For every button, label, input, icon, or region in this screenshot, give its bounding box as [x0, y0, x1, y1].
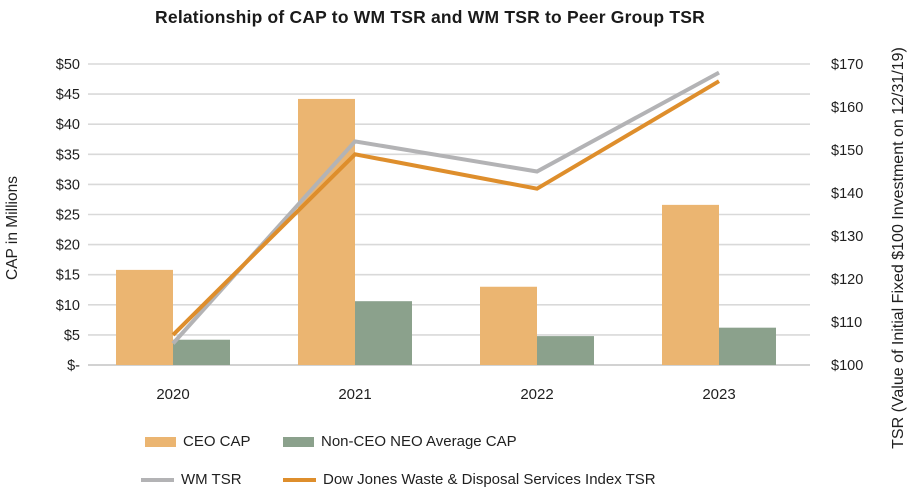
left-axis-tick-label: $50 [56, 57, 80, 73]
bar-ceo-cap-2022 [480, 286, 537, 365]
left-axis-tick-label: $35 [56, 147, 80, 163]
line-wm-tsr [171, 70, 720, 345]
left-axis-tick-label: $- [67, 358, 80, 374]
legend-item-peer-tsr: Dow Jones Waste & Disposal Services Inde… [283, 471, 656, 488]
legend-item-wm-tsr: WM TSR [141, 471, 242, 488]
left-axis-tick-label: $45 [56, 87, 80, 103]
legend-label-ceo-cap: CEO CAP [183, 433, 251, 450]
ceo-cap-swatch-icon [145, 436, 176, 447]
wm-tsr-line-swatch-icon [141, 477, 174, 482]
bar-non-ceo-cap-2023 [719, 327, 776, 365]
non-ceo-cap-swatch-icon [283, 436, 314, 447]
legend-label-peer-tsr: Dow Jones Waste & Disposal Services Inde… [323, 471, 656, 488]
bar-ceo-cap-2021 [298, 98, 355, 365]
legend-item-non-ceo-cap: Non-CEO NEO Average CAP [283, 433, 517, 450]
right-axis-tick-label: $110 [831, 315, 862, 331]
chart-title: Relationship of CAP to WM TSR and WM TSR… [155, 7, 705, 27]
legend-label-non-ceo-cap: Non-CEO NEO Average CAP [321, 433, 517, 450]
x-axis-label-2023: 2023 [702, 386, 735, 403]
peer-tsr-line-swatch-icon [283, 477, 316, 482]
bar-non-ceo-cap-2021 [355, 301, 412, 365]
line-peer-group-tsr [171, 79, 721, 337]
right-axis-tick-label: $150 [831, 143, 863, 159]
x-axis-label-2020: 2020 [156, 386, 189, 403]
bar-ceo-cap-2023 [662, 204, 719, 365]
right-axis-tick-label: $170 [831, 57, 863, 73]
x-axis-label-2021: 2021 [338, 386, 371, 403]
left-axis-tick-label: $40 [56, 117, 80, 133]
left-axis-tick-label: $25 [56, 208, 80, 224]
left-axis-tick-label: $5 [64, 328, 80, 344]
bar-non-ceo-cap-2020 [173, 339, 230, 365]
right-axis-tick-label: $100 [831, 358, 863, 374]
left-axis-tick-label: $10 [56, 298, 80, 314]
bar-non-ceo-cap-2022 [537, 336, 594, 365]
right-axis-tick-label: $160 [831, 100, 863, 116]
right-axis-tick-label: $120 [831, 272, 863, 288]
left-axis-tick-label: $15 [56, 268, 80, 284]
right-axis-tick-label: $140 [831, 186, 863, 202]
x-axis-label-2022: 2022 [520, 386, 553, 403]
bar-ceo-cap-2020 [116, 269, 173, 365]
legend-label-wm-tsr: WM TSR [181, 471, 242, 488]
right-axis-tick-label: $130 [831, 229, 863, 245]
left-axis-tick-label: $20 [56, 238, 80, 254]
legend-item-ceo-cap: CEO CAP [145, 433, 251, 450]
left-axis-tick-label: $30 [56, 177, 80, 193]
